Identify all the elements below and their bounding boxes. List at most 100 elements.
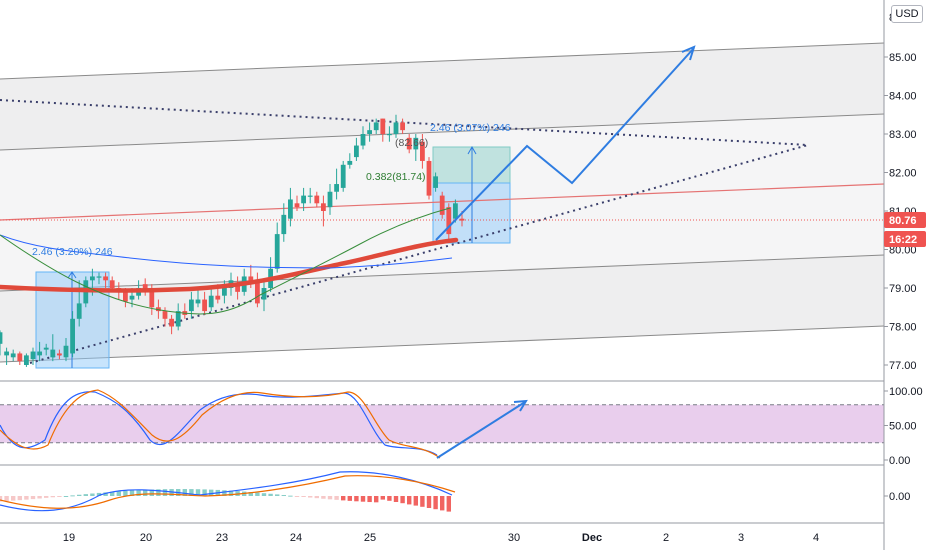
rsi-tick-label: 100.00: [889, 386, 923, 398]
candle-body: [63, 345, 69, 358]
macd-pane[interactable]: [0, 471, 456, 512]
macd-histogram-bar: [275, 494, 280, 496]
macd-histogram-bar: [129, 490, 135, 496]
currency-button[interactable]: USD: [891, 5, 923, 23]
candle-body: [446, 207, 452, 235]
macd-histogram-bar: [24, 496, 29, 500]
macd-histogram-bar: [222, 490, 227, 496]
macd-histogram-bar: [261, 493, 267, 496]
macd-histogram-bar: [255, 492, 260, 496]
chart-texts: 2.46 (3.20%) 246 2.46 (3.07%) 246 (82.66…: [32, 12, 926, 544]
macd-histogram-bar: [433, 496, 438, 510]
candle-body: [10, 353, 16, 358]
candle-body: [215, 295, 221, 300]
candle-body: [393, 122, 399, 134]
candle-body: [400, 122, 405, 131]
fib-level-label-high: (82.66): [395, 137, 428, 149]
measure-label-left: 2.46 (3.20%) 246: [32, 246, 113, 258]
candle-body: [340, 164, 346, 188]
macd-histogram-bar: [209, 489, 214, 496]
price-tick-label: 84.00: [889, 91, 917, 103]
price-pane[interactable]: [0, 42, 885, 369]
macd-histogram-bar: [90, 493, 95, 496]
macd-histogram-bar: [57, 496, 62, 497]
candle-body: [453, 203, 458, 219]
macd-line: [0, 471, 453, 512]
time-tick-label: 24: [290, 532, 302, 544]
candle-body: [149, 288, 155, 308]
macd-histogram-bar: [37, 496, 42, 499]
macd-histogram-bar: [149, 489, 154, 496]
candle-body: [235, 284, 240, 292]
macd-histogram-bar: [301, 496, 306, 497]
macd-histogram-bar: [169, 489, 174, 496]
candle-body: [162, 311, 168, 319]
time-tick-label: 25: [364, 532, 376, 544]
macd-histogram-bar: [136, 490, 141, 496]
macd-histogram-bar: [400, 496, 405, 504]
time-tick-label: 30: [508, 532, 520, 544]
macd-histogram-bar: [4, 496, 9, 502]
candle-body: [354, 145, 359, 158]
candle-body: [57, 353, 62, 356]
candle-body: [50, 349, 56, 358]
macd-histogram-bar: [248, 492, 253, 496]
candle-body: [222, 288, 227, 296]
macd-axis-ticks: 0.00: [884, 491, 910, 503]
fib-level-label-382: 0.382(81.74): [366, 171, 426, 183]
price-tag-bg: [884, 212, 926, 228]
price-tick-label: 85.00: [889, 52, 917, 64]
macd-histogram-bar: [387, 496, 392, 501]
rsi-axis-ticks: 100.00 50.00 0.00: [884, 386, 923, 467]
candle-body: [334, 184, 339, 192]
candle-body: [380, 118, 386, 134]
time-tick-label: 19: [63, 532, 75, 544]
macd-histogram-bar: [380, 496, 385, 500]
candle-body: [433, 176, 438, 188]
candle-body: [4, 351, 9, 356]
macd-histogram-bar: [123, 490, 128, 496]
candle-body: [426, 160, 432, 196]
macd-histogram-bar: [70, 495, 75, 497]
candle-body: [129, 295, 135, 300]
time-tick-label: 4: [813, 532, 819, 544]
candle-body: [360, 134, 366, 146]
candle-body: [261, 288, 267, 300]
macd-tick-label: 0.00: [889, 491, 910, 503]
macd-histogram-bar: [420, 496, 425, 507]
macd-histogram-bar: [308, 496, 313, 498]
channel-line: [0, 42, 885, 80]
macd-histogram-bar: [110, 491, 115, 496]
macd-histogram-bar: [103, 492, 108, 496]
channel-line: [0, 113, 885, 151]
candle-body: [17, 353, 23, 362]
macd-histogram-bar: [77, 494, 82, 496]
candle-body: [321, 203, 326, 211]
green-moving-average: [0, 207, 451, 315]
macd-histogram-bar: [268, 493, 273, 496]
candle-body: [142, 284, 148, 290]
thick-moving-average: [0, 237, 459, 293]
dotted-support-line: [29, 144, 809, 364]
channel-band-upper: [0, 43, 884, 150]
candle-body: [327, 191, 333, 208]
blue-moving-average: [0, 234, 453, 269]
price-tick-label: 77.00: [889, 360, 917, 372]
rsi-pane[interactable]: [0, 389, 884, 459]
candle-body: [281, 214, 287, 235]
candle-body: [202, 299, 207, 312]
candle-body: [175, 311, 181, 327]
time-axis-ticks: 19 20 23 24 25 30 Dec 2 3 4: [63, 532, 819, 544]
candle-body: [109, 280, 115, 288]
macd-histogram-bar: [63, 496, 69, 497]
channel-line: [0, 325, 885, 363]
rsi-tick-label: 50.00: [889, 421, 917, 433]
price-tick-label: 82.00: [889, 168, 917, 180]
macd-histogram-bar: [393, 496, 399, 502]
candle-body: [90, 276, 95, 281]
candle-body: [24, 355, 29, 365]
candle-body: [439, 195, 445, 215]
candle-body: [347, 160, 353, 165]
macd-histogram-bar: [116, 491, 121, 496]
